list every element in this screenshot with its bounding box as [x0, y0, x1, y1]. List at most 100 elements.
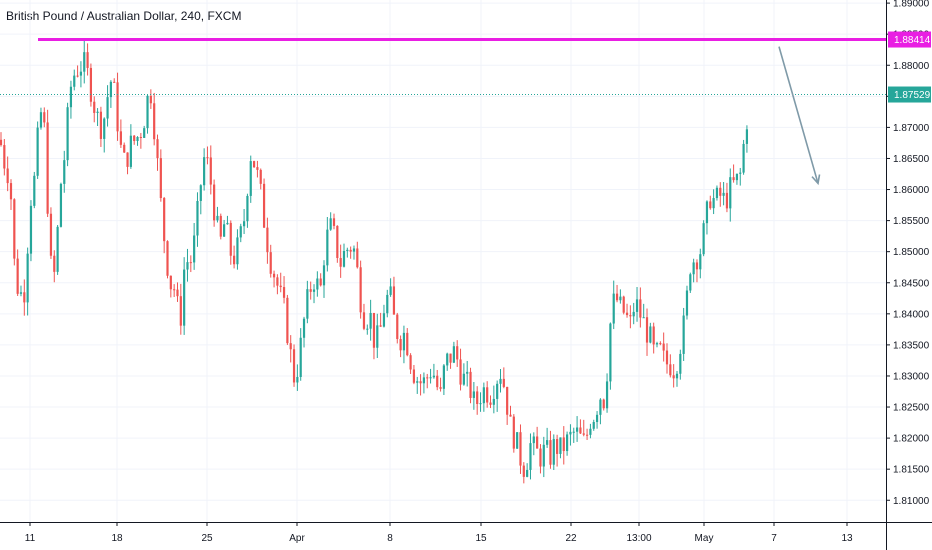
candle	[349, 246, 352, 259]
candle	[612, 280, 615, 330]
candle-body	[282, 287, 286, 298]
candle-body	[129, 135, 132, 167]
x-tick-label: 25	[201, 533, 213, 544]
candle	[233, 245, 236, 269]
candle	[206, 146, 209, 165]
candle	[73, 69, 76, 91]
candle-body	[342, 250, 346, 267]
x-tick-label: 8	[387, 533, 393, 544]
candle	[705, 200, 709, 235]
candle	[499, 369, 502, 393]
candle	[506, 386, 509, 425]
candle	[482, 382, 485, 412]
candle	[536, 426, 539, 449]
candle-body	[93, 101, 96, 113]
candle-body	[372, 312, 376, 348]
candle	[113, 78, 116, 83]
candle	[279, 272, 282, 293]
x-tick-label: Apr	[289, 533, 305, 544]
candle	[386, 289, 389, 318]
candle	[252, 160, 256, 168]
candle	[479, 392, 482, 412]
candle	[0, 132, 3, 147]
y-tick-label: 1.83500	[893, 340, 930, 351]
candle	[496, 380, 499, 412]
candle	[615, 284, 619, 303]
candle-body	[399, 339, 402, 351]
candle	[143, 125, 146, 138]
candle	[219, 213, 222, 240]
candle-body	[522, 465, 525, 477]
candle	[19, 285, 23, 297]
candle	[432, 363, 435, 379]
y-tick-label: 1.83000	[893, 371, 930, 382]
candle-body	[179, 296, 182, 326]
candle-body	[346, 249, 349, 251]
candle-body	[236, 237, 239, 265]
candle-body	[213, 184, 216, 221]
candle-body	[552, 439, 555, 465]
candle	[166, 240, 169, 279]
candle	[346, 247, 349, 258]
trend-arrow-line[interactable]	[778, 46, 819, 184]
candle	[209, 145, 212, 195]
candle-body	[652, 326, 655, 345]
candle	[159, 149, 162, 202]
y-tick-label: 1.88000	[893, 61, 930, 72]
candle-body	[396, 314, 399, 340]
candle-body	[156, 139, 159, 159]
candle-body	[269, 252, 272, 274]
candle-body	[149, 95, 152, 104]
candle-body	[645, 317, 649, 343]
candle	[176, 282, 179, 302]
candle-body	[322, 265, 326, 286]
candle	[645, 308, 649, 356]
candle-body	[272, 273, 276, 278]
candle	[622, 295, 625, 315]
candle-body	[183, 269, 186, 326]
candle-body	[702, 223, 705, 255]
candle	[439, 377, 442, 392]
candle	[306, 280, 309, 324]
candle-body	[705, 201, 709, 224]
candle	[309, 281, 312, 300]
candle	[282, 276, 286, 304]
x-tick-label: 15	[475, 533, 487, 544]
candle	[699, 248, 702, 279]
candle	[23, 279, 26, 316]
candle-body	[549, 440, 552, 465]
candle	[659, 341, 662, 346]
candle-body	[166, 241, 169, 276]
candle-body	[246, 195, 249, 222]
candle-body	[146, 95, 149, 129]
candle	[296, 364, 299, 391]
candle	[529, 433, 532, 480]
candle-body	[63, 160, 66, 184]
candle	[742, 139, 745, 175]
candle	[96, 108, 99, 127]
candle	[83, 39, 86, 84]
x-tick-label: 11	[25, 533, 36, 544]
candle	[272, 270, 276, 288]
candle-body	[612, 293, 615, 324]
candle	[449, 353, 452, 369]
candle-body	[259, 169, 262, 184]
candle	[216, 206, 219, 223]
candle-body	[615, 293, 619, 301]
candle-body	[472, 391, 475, 398]
candle	[492, 385, 495, 414]
candle-body	[559, 437, 562, 454]
candle	[376, 313, 379, 359]
candle-body	[422, 377, 426, 384]
y-tick-label: 1.81000	[893, 496, 930, 507]
candle-body	[106, 97, 109, 119]
candle	[79, 61, 83, 88]
candle	[173, 284, 176, 297]
candle-body	[216, 215, 219, 221]
candle	[526, 463, 529, 478]
candle	[459, 348, 462, 391]
candle	[429, 368, 432, 384]
candle	[16, 249, 19, 296]
candle-body	[715, 187, 719, 199]
